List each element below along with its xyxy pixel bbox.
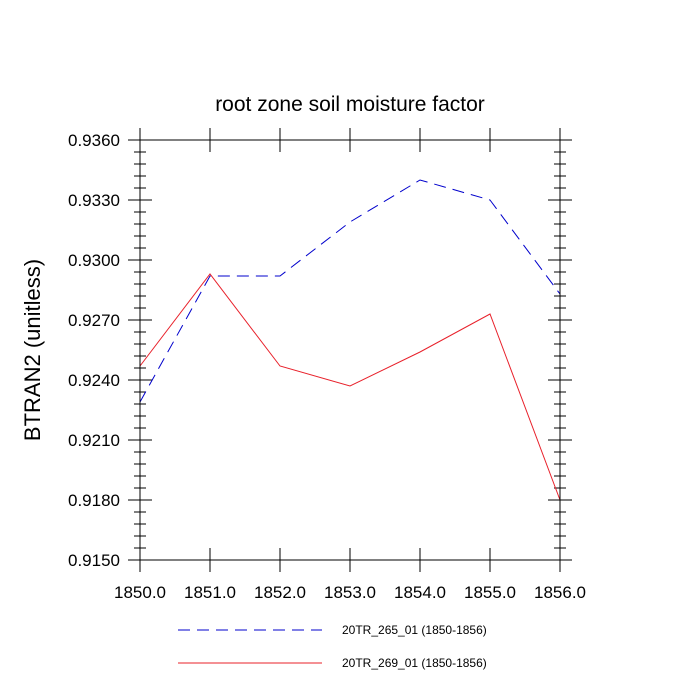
x-tick-label: 1852.0	[254, 583, 306, 602]
x-tick-label: 1853.0	[324, 583, 376, 602]
y-tick-label: 0.9210	[68, 431, 120, 450]
plot-frame	[139, 139, 561, 561]
y-tick-label: 0.9270	[68, 311, 120, 330]
x-tick-label: 1855.0	[464, 583, 516, 602]
y-tick-labels: 0.9150 0.9180 0.9210 0.9240 0.9270 0.9300 0.93…	[68, 131, 120, 570]
y-tick-label: 0.9240	[68, 371, 120, 390]
major-ticks	[128, 128, 572, 572]
series-line-1	[139, 179, 561, 403]
minor-ticks	[134, 151, 566, 549]
y-tick-label: 0.9150	[68, 551, 120, 570]
x-tick-label: 1856.0	[534, 583, 586, 602]
y-tick-label: 0.9360	[68, 131, 120, 150]
legend-label-series-2: 20TR_269_01 (1850-1856)	[342, 656, 487, 670]
x-tick-labels: 1850.0 1851.0 1852.0 1853.0 1854.0 1855.0 1856…	[114, 583, 586, 602]
legend-label-series-1: 20TR_265_01 (1850-1856)	[342, 623, 487, 637]
series-lines	[139, 179, 561, 501]
y-tick-label: 0.9330	[68, 191, 120, 210]
y-axis-label: BTRAN2 (unitless)	[20, 259, 45, 441]
y-tick-label: 0.9300	[68, 251, 120, 270]
x-tick-label: 1850.0	[114, 583, 166, 602]
x-tick-label: 1851.0	[184, 583, 236, 602]
chart-title: root zone soil moisture factor	[215, 93, 485, 116]
x-tick-label: 1854.0	[394, 583, 446, 602]
legend: 20TR_265_01 (1850-1856) 20TR_269_01 (185…	[178, 623, 487, 670]
series-line-2	[139, 273, 561, 501]
y-tick-label: 0.9180	[68, 491, 120, 510]
